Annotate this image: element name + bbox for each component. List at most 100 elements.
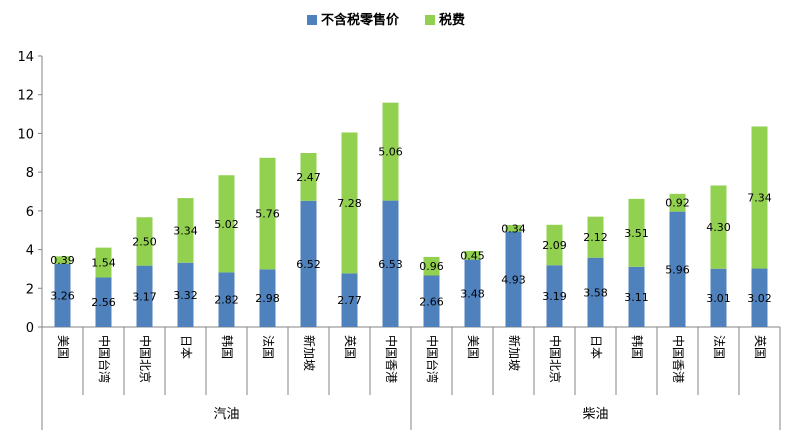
- data-label-tax: 5.06: [378, 146, 403, 159]
- data-label-tax: 2.09: [542, 239, 567, 252]
- bar-base-segment: [423, 275, 440, 327]
- category-label: 中国台湾: [97, 335, 112, 383]
- data-label-base: 2.82: [214, 294, 239, 307]
- category-label: 中国北京: [138, 335, 153, 383]
- y-tick-label: 14: [17, 50, 34, 65]
- y-tick-label: 6: [26, 205, 34, 220]
- category-label: 韩国: [630, 335, 645, 359]
- bar-base-segment: [669, 211, 686, 327]
- data-label-base: 2.56: [91, 296, 116, 309]
- data-label-tax: 2.50: [132, 235, 157, 248]
- bar-tax-segment: [464, 250, 481, 260]
- category-label: 中国台湾: [425, 335, 440, 383]
- bar-tax-segment: [669, 193, 686, 212]
- bar-tax-segment: [628, 198, 645, 267]
- data-label-tax: 1.54: [91, 257, 116, 270]
- bar-tax-segment: [505, 224, 522, 232]
- data-label-tax: 5.02: [214, 218, 239, 231]
- data-label-base: 3.01: [706, 292, 731, 305]
- category-label: 中国北京: [548, 335, 563, 383]
- data-label-tax: 4.30: [706, 221, 731, 234]
- data-label-base: 3.26: [50, 289, 75, 302]
- bar-base-segment: [300, 200, 317, 327]
- y-tick-label: 8: [26, 166, 34, 181]
- data-label-tax: 0.45: [460, 249, 485, 262]
- data-label-base: 3.19: [542, 290, 567, 303]
- bar-base-segment: [136, 265, 153, 327]
- data-label-base: 6.53: [378, 258, 403, 271]
- data-label-base: 3.02: [747, 292, 772, 305]
- category-label: 英国: [343, 335, 357, 359]
- bar-base-segment: [628, 266, 645, 327]
- data-label-base: 3.58: [583, 286, 608, 299]
- bar-tax-segment: [259, 157, 276, 270]
- bar-tax-segment: [300, 152, 317, 201]
- y-tick-label: 10: [17, 127, 34, 142]
- bar-base-segment: [95, 277, 112, 327]
- data-label-base: 2.98: [255, 292, 280, 305]
- bar-tax-segment: [54, 256, 71, 264]
- bar-base-segment: [464, 259, 481, 327]
- category-label: 美国: [466, 335, 480, 359]
- bar-base-segment: [751, 268, 768, 327]
- bar-tax-segment: [423, 256, 440, 276]
- data-label-tax: 0.92: [665, 197, 690, 210]
- bar-tax-segment: [382, 102, 399, 201]
- bar-tax-segment: [177, 198, 194, 263]
- bar-base-segment: [177, 262, 194, 327]
- category-label: 中国香港: [671, 335, 686, 383]
- data-label-tax: 0.34: [501, 222, 526, 235]
- y-tick-label: 2: [26, 282, 34, 297]
- bar-base-segment: [587, 257, 604, 327]
- legend-label: 不含税零售价: [321, 12, 400, 28]
- data-label-tax: 7.34: [747, 192, 772, 205]
- legend-swatch: [425, 15, 435, 25]
- bar-tax-segment: [341, 132, 358, 274]
- bar-base-segment: [382, 200, 399, 327]
- category-label: 中国香港: [384, 335, 399, 383]
- category-label: 法国: [712, 335, 726, 359]
- bar-base-segment: [259, 269, 276, 327]
- data-label-base: 4.93: [501, 273, 526, 286]
- data-label-base: 3.32: [173, 289, 198, 302]
- y-tick-label: 4: [26, 244, 34, 259]
- data-label-base: 3.17: [132, 290, 157, 303]
- bar-base-segment: [710, 268, 727, 327]
- group-label: 柴油: [582, 407, 608, 422]
- legend-swatch: [307, 15, 317, 25]
- category-label: 新加坡: [507, 335, 522, 371]
- data-label-base: 2.77: [337, 294, 362, 307]
- data-label-base: 3.48: [460, 287, 485, 300]
- bar-base-segment: [341, 273, 358, 327]
- category-label: 日本: [589, 335, 603, 359]
- bar-tax-segment: [218, 175, 235, 273]
- data-label-tax: 5.76: [255, 208, 280, 221]
- data-label-tax: 7.28: [337, 197, 362, 210]
- data-label-tax: 2.12: [583, 231, 608, 244]
- category-label: 英国: [753, 335, 767, 359]
- data-label-base: 5.96: [665, 263, 690, 276]
- data-label-base: 2.66: [419, 295, 444, 308]
- bar-base-segment: [546, 265, 563, 327]
- bar-base-segment: [218, 272, 235, 327]
- y-tick-label: 12: [17, 89, 34, 104]
- category-label: 法国: [261, 335, 275, 359]
- group-label: 汽油: [213, 407, 239, 422]
- bar-tax-segment: [95, 247, 112, 278]
- bar-tax-segment: [546, 224, 563, 266]
- data-label-tax: 3.51: [624, 227, 649, 240]
- category-label: 韩国: [220, 335, 235, 359]
- bar-tax-segment: [136, 217, 153, 266]
- category-label: 美国: [56, 335, 70, 359]
- data-label-tax: 0.96: [419, 260, 444, 273]
- bar-tax-segment: [587, 216, 604, 258]
- data-label-tax: 2.47: [296, 171, 321, 184]
- y-tick-label: 0: [26, 321, 34, 336]
- bar-tax-segment: [751, 126, 768, 269]
- data-label-tax: 0.39: [50, 254, 75, 267]
- bar-base-segment: [505, 231, 522, 327]
- category-label: 新加坡: [302, 335, 317, 371]
- bar-base-segment: [54, 263, 71, 327]
